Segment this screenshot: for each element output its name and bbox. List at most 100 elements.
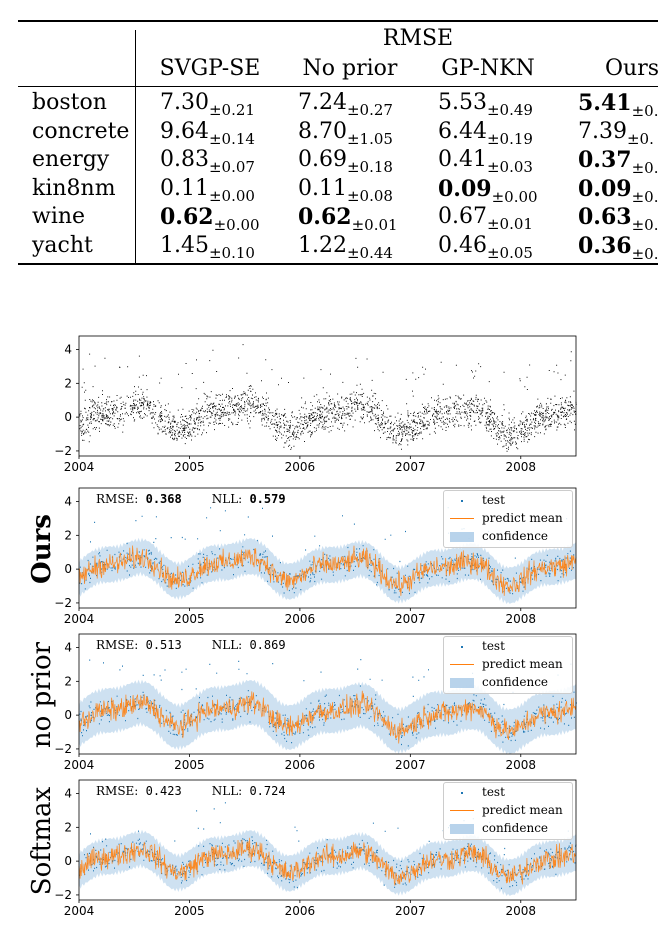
y-tick-label: −2 xyxy=(54,596,72,610)
y-tick-label: 2 xyxy=(64,674,72,688)
legend-label: confidence xyxy=(482,821,549,835)
cell-std: ±0.00 xyxy=(208,186,255,205)
x-tick-label: 2008 xyxy=(506,904,537,918)
cell-mean: 7.39 xyxy=(578,118,627,144)
plot-data xyxy=(78,507,577,604)
legend-swatch xyxy=(450,678,474,688)
legend-swatch xyxy=(450,664,474,665)
cell-mean: 7.24 xyxy=(298,90,347,115)
nll-value: 0.869 xyxy=(249,638,286,652)
column-header-ours: Ours xyxy=(604,56,658,81)
y-tick-label: 4 xyxy=(64,641,72,655)
table-cell: 0.67±0.01 xyxy=(438,204,533,233)
column-header-no-prior: No prior xyxy=(302,56,398,81)
x-tick-label: 2006 xyxy=(285,612,316,626)
y-tick-label: −2 xyxy=(54,444,72,458)
legend-swatch xyxy=(450,824,474,834)
x-tick-label: 2006 xyxy=(285,904,316,918)
cell-std: ±0. xyxy=(631,244,658,263)
cell-mean: 1.22 xyxy=(298,232,347,258)
x-tick-label: 2007 xyxy=(395,612,426,626)
legend-label: test xyxy=(482,785,505,799)
legend-label: confidence xyxy=(482,529,549,543)
cell-std: ±0. xyxy=(626,129,654,148)
plot-panel-1: −2 0 2 4 2004 2005 2006 2007 2008 Ours RMSE: 0.368… xyxy=(0,480,658,630)
plot-frame xyxy=(78,335,577,457)
panel-y-label: no prior xyxy=(27,641,57,749)
plot-frame xyxy=(78,633,577,755)
cell-mean: 0.62 xyxy=(298,204,352,230)
table-top-rule xyxy=(18,20,658,22)
nll-label: NLL: xyxy=(211,638,243,652)
table-bottom-rule xyxy=(18,263,658,265)
y-tick-label: 0 xyxy=(64,410,72,424)
cell-mean: 6.44 xyxy=(438,118,487,144)
cell-mean: 0.09 xyxy=(438,175,492,202)
plot-panel-0: −2 0 2 4 2004 2005 2006 2007 2008 xyxy=(0,328,658,478)
dataset-name: boston xyxy=(32,90,107,115)
legend-swatch xyxy=(450,500,474,502)
metrics-text: RMSE: 0.423 NLL: 0.724 xyxy=(96,784,286,798)
plot-frame xyxy=(78,779,577,901)
x-tick-label: 2008 xyxy=(506,758,537,772)
rmse-value: 0.513 xyxy=(145,638,182,652)
table-cell: 0.37±0. xyxy=(578,147,658,177)
legend-item: predict mean xyxy=(450,657,570,673)
cell-mean: 0.11 xyxy=(298,175,347,201)
x-tick-label: 2005 xyxy=(174,612,205,626)
table-row: energy 0.83±0.07 0.69±0.18 0.41±0.03 0.37±0. xyxy=(18,147,658,177)
plot-panel-2: −2 0 2 4 2004 2005 2006 2007 2008 no prior RMSE: 0… xyxy=(0,626,658,776)
legend-item: predict mean xyxy=(450,511,570,527)
dataset-name: kin8nm xyxy=(32,175,116,201)
y-tick-label: 0 xyxy=(64,562,72,576)
plot-svg: −2 0 2 4 2004 2005 2006 2007 2008 xyxy=(54,633,577,772)
panel-y-label: Softmax xyxy=(27,786,57,896)
cell-std: ±0.49 xyxy=(486,101,533,119)
x-tick-label: 2005 xyxy=(174,904,205,918)
legend-item: test xyxy=(450,493,570,509)
legend-item: test xyxy=(450,639,570,655)
plot-svg: −2 0 2 4 2004 2005 2006 2007 2008 xyxy=(54,487,577,626)
rmse-value: 0.368 xyxy=(145,492,182,506)
cell-mean: 9.64 xyxy=(160,118,209,144)
cell-mean: 0.36 xyxy=(578,232,632,259)
predict-mean-line xyxy=(78,690,577,744)
y-tick-label: 2 xyxy=(64,820,72,834)
cell-std: ±0.03 xyxy=(486,158,533,176)
table-cell: 0.09±0. xyxy=(578,176,658,206)
cell-std: ±1.05 xyxy=(346,129,393,148)
cell-mean: 0.41 xyxy=(438,147,487,172)
cell-std: ±0. xyxy=(631,187,658,206)
x-tick-label: 2004 xyxy=(64,460,95,474)
y-tick-label: 0 xyxy=(64,854,72,868)
panel-y-label: Ours xyxy=(27,514,57,584)
dataset-name: concrete xyxy=(32,118,130,144)
plot-legend: test predict mean confidence xyxy=(443,490,573,548)
table-cell: 7.30±0.21 xyxy=(160,90,255,119)
rmse-label: RMSE: xyxy=(96,638,139,652)
cell-mean: 0.62 xyxy=(160,204,214,230)
table-cell: 0.41±0.03 xyxy=(438,147,533,176)
nll-label: NLL: xyxy=(211,492,243,506)
table-cell: 5.53±0.49 xyxy=(438,90,533,119)
metrics-text: RMSE: 0.368 NLL: 0.579 xyxy=(96,492,286,506)
y-tick-label: 4 xyxy=(64,787,72,801)
x-tick-label: 2005 xyxy=(174,460,205,474)
nll-label: NLL: xyxy=(211,784,243,798)
predict-mean-line xyxy=(78,545,577,596)
nll-value: 0.724 xyxy=(249,784,286,798)
cell-std: ±0.10 xyxy=(208,243,255,262)
legend-label: test xyxy=(482,639,505,653)
legend-label: predict mean xyxy=(482,803,563,817)
plot-legend: test predict mean confidence xyxy=(443,636,573,694)
cell-std: ±0.05 xyxy=(486,243,533,262)
y-tick-label: 2 xyxy=(64,528,72,542)
cell-mean: 0.83 xyxy=(160,147,209,172)
legend-label: predict mean xyxy=(482,657,563,671)
table-cell: 0.62±0.00 xyxy=(160,204,260,234)
table-cell: 7.39±0. xyxy=(578,118,654,148)
dataset-name: yacht xyxy=(32,232,93,258)
cell-mean: 8.70 xyxy=(298,118,347,144)
table-cell: 8.70±1.05 xyxy=(298,118,393,148)
y-tick-label: 0 xyxy=(64,708,72,722)
